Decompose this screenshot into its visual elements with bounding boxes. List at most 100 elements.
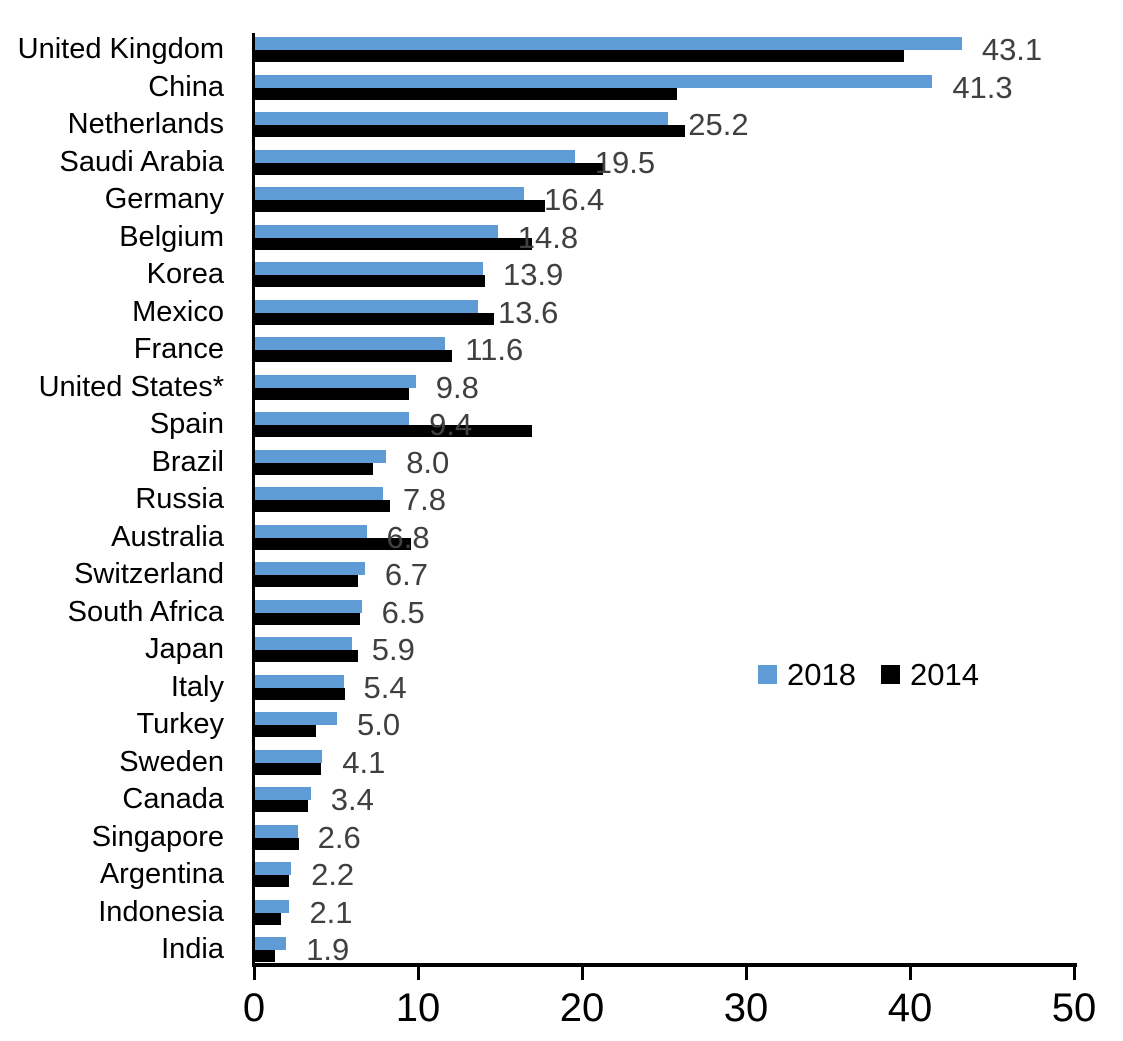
category-label: Japan (144, 633, 224, 665)
category-label: Canada (122, 783, 224, 815)
value-label-2018: 41.3 (952, 69, 1013, 105)
bar-2018 (255, 524, 367, 538)
x-tick-label: 10 (395, 986, 441, 1030)
value-label-2018: 5.0 (357, 707, 401, 742)
bar-2014 (255, 687, 346, 700)
bar-2018 (255, 862, 292, 875)
bar-2014 (255, 200, 546, 212)
legend-swatch-2018-icon (758, 665, 777, 684)
bar-2014 (255, 837, 300, 850)
legend: 2018 2014 (758, 656, 979, 693)
bar-2014 (255, 537, 411, 550)
bar-2018 (255, 562, 365, 575)
bar-2018 (255, 712, 337, 725)
bar-2014 (255, 612, 360, 625)
bar-2014 (255, 912, 282, 925)
y-axis-line (252, 33, 255, 967)
bar-2018 (255, 637, 352, 650)
bar-2018 (255, 449, 387, 463)
bar-2014 (255, 275, 485, 287)
value-label-2018: 4.1 (342, 744, 386, 780)
value-label-2018: 25.2 (688, 107, 749, 142)
category-label: Belgium (119, 220, 224, 253)
value-label-2018: 2.1 (309, 894, 353, 930)
value-label-2018: 9.4 (429, 407, 473, 442)
value-label-2018: 19.5 (594, 144, 656, 180)
x-axis-tick (416, 967, 420, 980)
bar-2018 (255, 299, 478, 313)
value-label-2018: 5.9 (371, 632, 415, 667)
bar-2018 (255, 674, 344, 688)
bar-2014 (255, 650, 359, 662)
category-label: United Kingdom (17, 33, 224, 65)
bar-2014 (255, 462, 374, 475)
value-label-2018: 2.6 (317, 819, 361, 855)
legend-label-2014: 2014 (909, 656, 979, 692)
value-label-2018: 16.4 (543, 182, 605, 217)
bar-2018 (255, 37, 962, 50)
category-label: United States* (38, 370, 224, 403)
value-label-2018: 9.8 (435, 369, 479, 405)
x-axis-line (252, 963, 1077, 967)
category-label: Russia (135, 483, 224, 515)
category-label: Spain (149, 408, 224, 440)
bar-2018 (255, 187, 524, 200)
bar-2014 (255, 87, 677, 100)
value-label-2018: 6.8 (386, 519, 430, 555)
bar-2018 (255, 749, 323, 763)
bar-2014 (255, 725, 316, 737)
category-label: Turkey (136, 708, 224, 740)
legend-item-2014: 2014 (880, 656, 979, 693)
x-axis-tick (908, 967, 912, 980)
bar-2014 (255, 575, 359, 587)
value-label-2018: 5.4 (363, 669, 407, 705)
bar-2018 (255, 74, 933, 88)
category-label: Mexico (132, 295, 224, 328)
category-label: Brazil (151, 445, 224, 478)
bar-2018 (255, 112, 669, 125)
category-label: France (133, 333, 224, 365)
category-label: Australia (111, 520, 224, 553)
category-label: Indonesia (98, 895, 224, 928)
value-label-2018: 14.8 (517, 219, 579, 255)
x-tick-label: 0 (242, 986, 266, 1030)
bar-2018 (255, 599, 362, 613)
bar-2014 (255, 950, 275, 962)
value-label-2018: 7.8 (402, 482, 447, 517)
x-axis-tick (744, 967, 748, 980)
value-label-2018: 11.6 (465, 332, 524, 367)
x-tick-label: 20 (559, 986, 605, 1030)
bar-2018 (255, 487, 383, 500)
value-label-2018: 8.0 (406, 444, 450, 480)
bar-2014 (255, 762, 321, 775)
bar-2014 (255, 387, 410, 400)
bar-2018 (255, 262, 483, 275)
bar-2018 (255, 337, 446, 350)
category-label: Sweden (119, 745, 224, 778)
bar-2014 (255, 800, 308, 812)
x-tick-label: 40 (887, 986, 933, 1030)
category-label: Netherlands (67, 108, 224, 140)
category-label: Switzerland (74, 558, 224, 590)
category-label: Singapore (91, 820, 224, 853)
legend-swatch-2014-icon (880, 665, 900, 684)
value-label-2018: 6.7 (384, 557, 428, 592)
bar-2014 (255, 350, 452, 362)
bar-2014 (255, 312, 495, 325)
bar-2014 (255, 500, 390, 512)
bar-2014 (255, 50, 905, 62)
category-label: China (148, 70, 224, 103)
bar-2014 (255, 237, 533, 250)
value-label-2018: 13.6 (498, 294, 559, 330)
legend-item-2018: 2018 (758, 657, 856, 693)
value-label-2018: 1.9 (306, 932, 350, 967)
bar-2018 (255, 899, 290, 913)
legend-label-2018: 2018 (787, 656, 856, 692)
x-axis-tick (1072, 967, 1076, 980)
category-label: Germany (104, 183, 224, 215)
bar-2018 (255, 224, 498, 238)
category-label: Argentina (99, 858, 224, 890)
bar-2014 (255, 425, 533, 437)
bar-2018 (255, 937, 287, 950)
